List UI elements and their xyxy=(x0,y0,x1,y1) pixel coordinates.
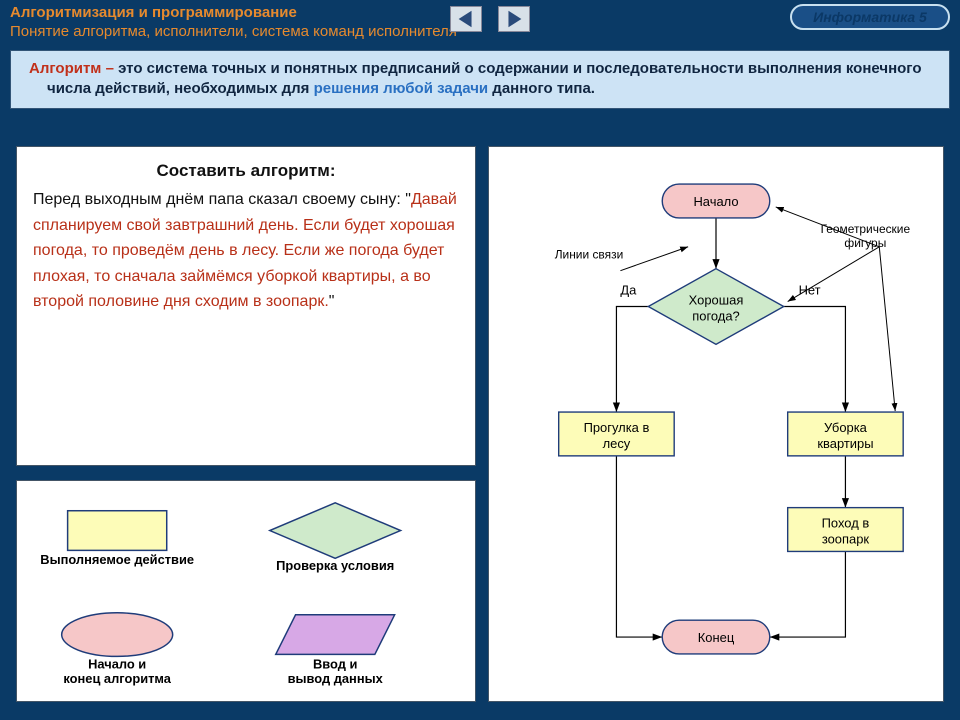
task-panel: Составить алгоритм: Перед выходным днём … xyxy=(16,146,476,466)
flowchart-svg: Да Нет Начало Хорошаяпогода? Прогулка влесу У… xyxy=(489,147,943,701)
header: Алгоритмизация и программирование Поняти… xyxy=(0,0,960,46)
definition-box: Алгоритм – это система точных и понятных… xyxy=(10,50,950,109)
prev-button[interactable] xyxy=(450,6,482,32)
task-quote: Давай спланируем свой завтрашний день. Е… xyxy=(33,191,457,310)
svg-text:Конец: Конец xyxy=(698,630,735,645)
definition-body2: данного типа. xyxy=(488,80,595,97)
svg-text:погода?: погода? xyxy=(692,308,740,323)
nav-buttons xyxy=(450,6,542,36)
svg-text:Геометрические: Геометрические xyxy=(821,222,911,236)
svg-text:Да: Да xyxy=(620,283,637,298)
svg-text:Линии связи: Линии связи xyxy=(555,248,624,262)
svg-text:Уборка: Уборка xyxy=(824,420,868,435)
definition-lead: Алгоритм – xyxy=(29,60,114,77)
task-text: Перед выходным днём папа сказал своему с… xyxy=(33,187,459,315)
svg-text:Нет: Нет xyxy=(799,283,821,298)
svg-text:Проверка условия: Проверка условия xyxy=(276,558,394,573)
svg-text:конец алгоритма: конец алгоритма xyxy=(63,671,171,686)
brand-badge: Информатика 5 xyxy=(790,4,950,30)
task-title: Составить алгоритм: xyxy=(33,161,459,181)
legend-panel: Выполняемое действие Проверка условия Нача… xyxy=(16,480,476,702)
task-close: " xyxy=(329,293,335,310)
svg-text:квартиры: квартиры xyxy=(817,436,873,451)
task-intro: Перед выходным днём папа сказал своему с… xyxy=(33,191,411,208)
svg-text:Прогулка в: Прогулка в xyxy=(584,420,650,435)
definition-accent: решения любой задачи xyxy=(309,80,488,97)
svg-text:зоопарк: зоопарк xyxy=(822,531,870,546)
svg-text:Выполняемое действие: Выполняемое действие xyxy=(40,552,194,567)
svg-text:Начало: Начало xyxy=(693,194,738,209)
flowchart-panel: Да Нет Начало Хорошаяпогода? Прогулка влесу У… xyxy=(488,146,944,702)
svg-text:Поход в: Поход в xyxy=(822,516,870,531)
svg-text:Начало и: Начало и xyxy=(88,656,146,671)
svg-text:Ввод и: Ввод и xyxy=(313,656,357,671)
svg-text:вывод данных: вывод данных xyxy=(288,671,384,686)
next-button[interactable] xyxy=(498,6,530,32)
svg-text:лесу: лесу xyxy=(603,436,631,451)
legend-svg: Выполняемое действие Проверка условия Нача… xyxy=(17,481,475,701)
svg-text:Хорошая: Хорошая xyxy=(689,293,744,308)
svg-text:фигуры: фигуры xyxy=(844,236,886,250)
